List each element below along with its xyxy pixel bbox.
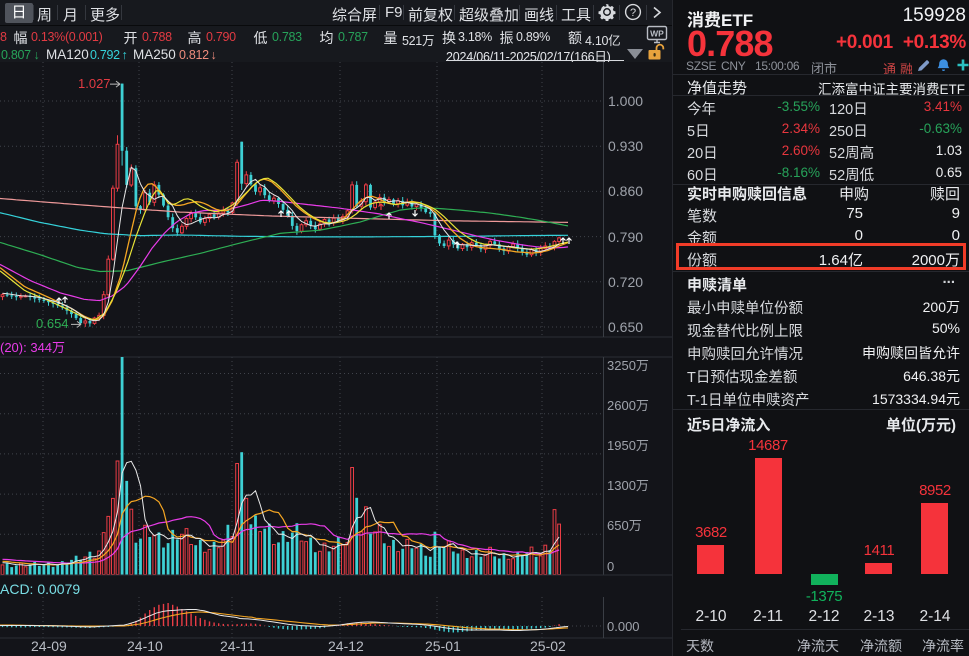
svg-text:0.860: 0.860	[608, 183, 643, 199]
svg-text:0.790: 0.790	[608, 229, 643, 245]
svg-text:24-12: 24-12	[328, 638, 364, 654]
svg-text:650万: 650万	[607, 518, 642, 533]
svg-text:1.000: 1.000	[608, 93, 643, 109]
svg-text:WP: WP	[650, 29, 664, 39]
svg-text:2600万: 2600万	[607, 398, 649, 413]
svg-text:0: 0	[607, 559, 614, 574]
svg-text:1950万: 1950万	[607, 438, 649, 453]
svg-text:3250万: 3250万	[607, 358, 649, 373]
svg-text:25-02: 25-02	[530, 638, 566, 654]
svg-text:(20): 344万: (20): 344万	[0, 340, 65, 355]
svg-text:24-10: 24-10	[127, 638, 163, 654]
svg-text:1300万: 1300万	[607, 478, 649, 493]
svg-text:0.000: 0.000	[607, 619, 640, 634]
svg-text:0.650: 0.650	[608, 319, 643, 335]
svg-text:?: ?	[630, 7, 636, 19]
svg-text:1.027: 1.027	[78, 76, 111, 91]
svg-text:0.720: 0.720	[608, 274, 643, 290]
svg-text:24-11: 24-11	[220, 638, 255, 654]
svg-text:25-01: 25-01	[425, 638, 461, 654]
svg-text:24-09: 24-09	[31, 638, 67, 654]
svg-text:ACD: 0.0079: ACD: 0.0079	[0, 581, 80, 597]
svg-text:0.930: 0.930	[608, 138, 643, 154]
svg-text:0.654: 0.654	[36, 316, 69, 331]
